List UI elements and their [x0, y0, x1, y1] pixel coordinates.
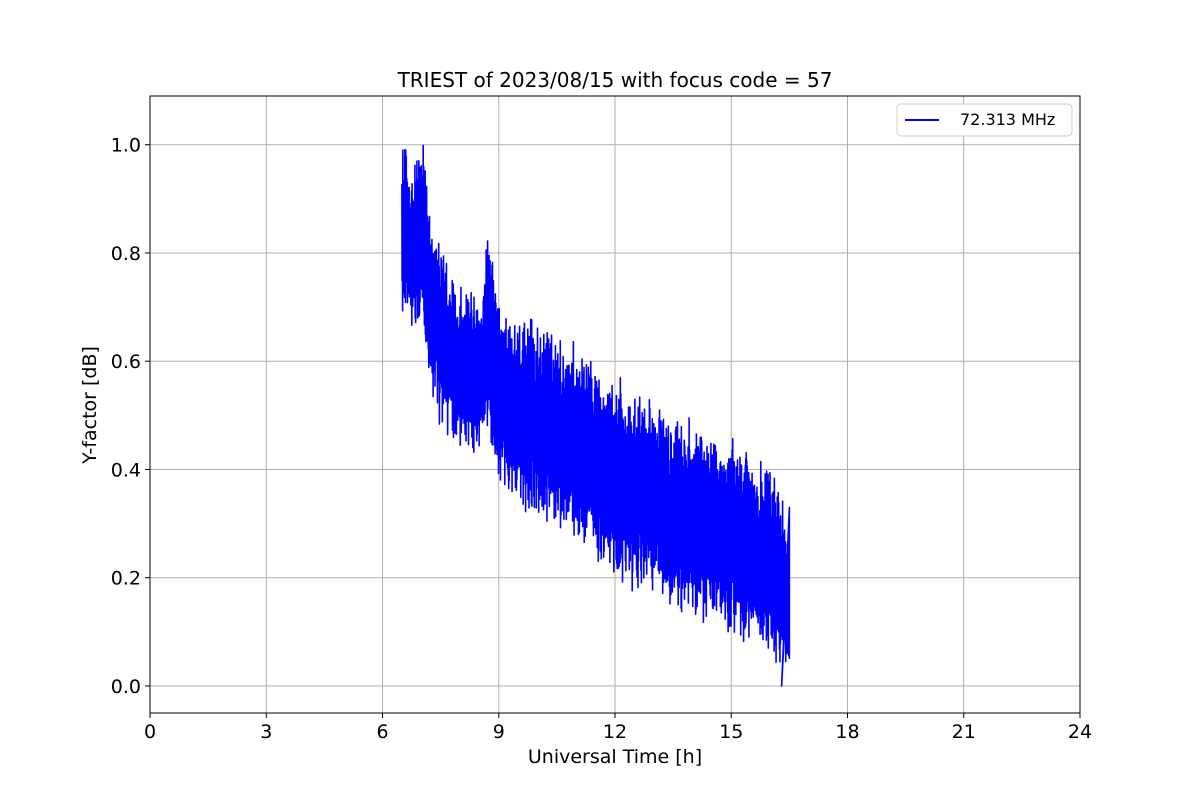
- x-tick-label: 0: [144, 721, 156, 743]
- series-line: [401, 144, 791, 687]
- y-tick-label: 0.6: [111, 351, 141, 373]
- x-tick-label: 9: [493, 721, 505, 743]
- y-tick-label: 0.4: [111, 459, 141, 481]
- x-tick-label: 24: [1068, 721, 1092, 743]
- y-tick-label: 0.2: [111, 568, 141, 590]
- x-tick-label: 21: [952, 721, 976, 743]
- ticks: 0 3 6 9 12 15 18 21 24 0.0 0.2 0.4 0.6 0.8 1.0: [111, 135, 1092, 743]
- y-tick-label: 1.0: [111, 135, 141, 157]
- x-tick-label: 3: [260, 721, 272, 743]
- legend: 72.313 MHz: [896, 103, 1073, 137]
- legend-label: 72.313 MHz: [960, 110, 1055, 129]
- y-tick-label: 0.8: [111, 243, 141, 265]
- x-tick-label: 15: [719, 721, 743, 743]
- plot-area: [401, 144, 791, 687]
- y-axis-label: Y-factor [dB]: [79, 346, 101, 465]
- y-tick-label: 0.0: [111, 676, 141, 698]
- x-tick-label: 6: [376, 721, 388, 743]
- x-axis-label: Universal Time [h]: [528, 746, 702, 768]
- chart-title: TRIEST of 2023/08/15 with focus code = 5…: [397, 68, 833, 92]
- x-tick-label: 18: [835, 721, 859, 743]
- x-tick-label: 12: [603, 721, 627, 743]
- legend-box: [896, 103, 1073, 137]
